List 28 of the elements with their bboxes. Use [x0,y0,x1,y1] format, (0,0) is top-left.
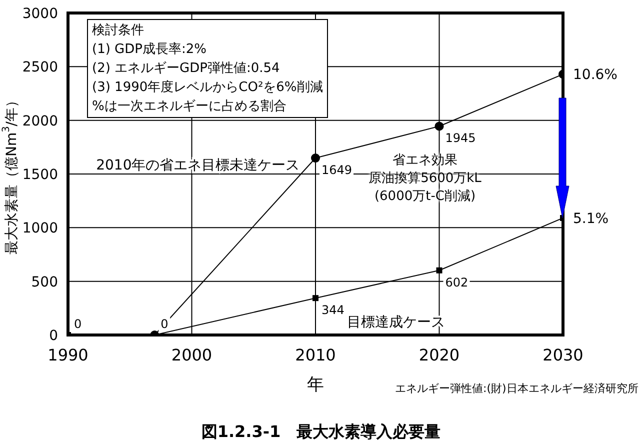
text: エネルギー弾性値:(財)日本エネルギー経済研究所 [395,381,638,397]
point [434,122,444,131]
x-tick-label: 2030 [542,345,584,364]
y-tick-label: 3000 [22,6,58,22]
text: 図1.2.3-1 最大水素導入必要量 [201,422,441,441]
x-tick-label: 2000 [171,345,212,364]
y-tick-label: 500 [31,274,58,290]
annotation: 10.6% [573,67,618,84]
y-tick-label: 1000 [22,220,58,237]
data-label: 344 [322,303,344,318]
data-label: 602 [445,275,468,290]
y-tick-label: 0 [49,328,58,344]
point [312,295,318,302]
x-axis-title: 年 [307,375,324,395]
annotation: 5.1% [573,211,609,228]
data-label: 0 [74,317,82,331]
y-tick-label: 2500 [22,60,58,76]
y-tick-label: 1500 [22,166,58,183]
data-label: 0 [160,317,168,331]
point [311,154,320,163]
data-label: 1649 [322,163,352,178]
annotation: 検討条件 (1) GDP成長率:2% (2) エネルギーGDP弾性値:0.54 (3) 1990年度レベルからCO²を6%削減 %は一次エネルギーに占める割合 [87,19,328,118]
data-label: 1945 [445,131,476,146]
x-tick-label: 2020 [418,345,460,364]
point [436,267,442,274]
x-tick-label: 2010 [295,345,336,364]
x-tick-label: 1990 [48,345,88,364]
y-tick-label: 2000 [22,113,58,130]
